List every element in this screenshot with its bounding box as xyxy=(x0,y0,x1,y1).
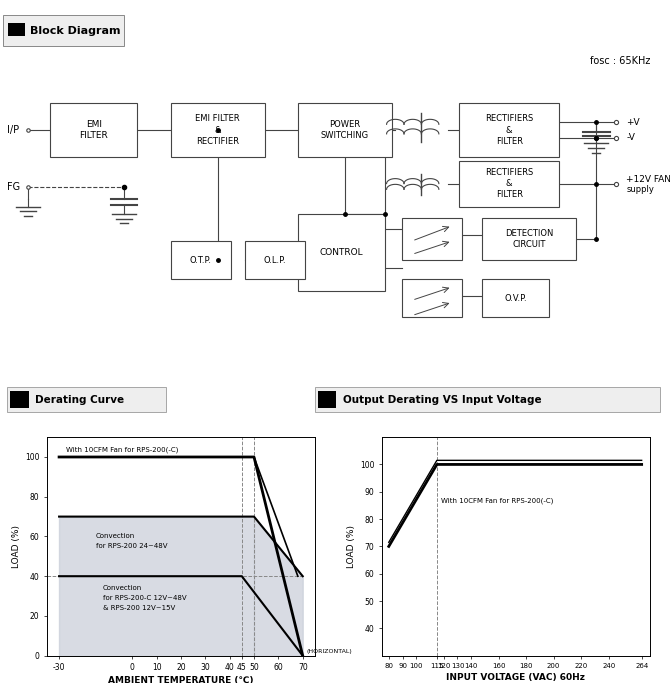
Bar xyxy=(298,214,385,291)
Text: DETECTION
CIRCUIT: DETECTION CIRCUIT xyxy=(505,229,553,249)
Text: +12V FAN: +12V FAN xyxy=(626,176,670,184)
Text: for RPS-200 24~48V: for RPS-200 24~48V xyxy=(96,544,167,549)
Bar xyxy=(3,15,124,46)
Bar xyxy=(482,279,549,318)
Text: EMI FILTER
&
RECTIFIER: EMI FILTER & RECTIFIER xyxy=(196,115,240,145)
Bar xyxy=(8,23,25,36)
Text: supply: supply xyxy=(626,185,655,194)
Bar xyxy=(171,241,231,279)
Y-axis label: LOAD (%): LOAD (%) xyxy=(11,525,21,568)
Text: FG: FG xyxy=(7,182,20,193)
Text: (HORIZONTAL): (HORIZONTAL) xyxy=(306,649,352,654)
Text: O.L.P.: O.L.P. xyxy=(263,255,286,264)
Text: RECTIFIERS
&
FILTER: RECTIFIERS & FILTER xyxy=(485,168,533,199)
Text: POWER
SWITCHING: POWER SWITCHING xyxy=(321,120,369,140)
Text: for RPS-200-C 12V~48V: for RPS-200-C 12V~48V xyxy=(103,595,186,601)
Text: & RPS-200 12V~15V: & RPS-200 12V~15V xyxy=(103,605,175,611)
Text: O.V.P.: O.V.P. xyxy=(505,294,527,303)
Text: RECTIFIERS
&
FILTER: RECTIFIERS & FILTER xyxy=(485,115,533,145)
Text: O.T.P.: O.T.P. xyxy=(190,255,212,264)
Text: CONTROL: CONTROL xyxy=(320,248,364,257)
Bar xyxy=(482,218,576,260)
Text: I/P: I/P xyxy=(7,125,19,135)
Bar xyxy=(11,391,29,408)
Y-axis label: LOAD (%): LOAD (%) xyxy=(346,525,356,568)
Bar xyxy=(50,103,137,157)
Text: Convection: Convection xyxy=(96,533,135,540)
Bar xyxy=(245,241,305,279)
Text: +V: +V xyxy=(626,118,640,127)
X-axis label: INPUT VOLTAGE (VAC) 60Hz: INPUT VOLTAGE (VAC) 60Hz xyxy=(446,673,586,682)
Bar xyxy=(171,103,265,157)
Text: Convection: Convection xyxy=(103,585,142,591)
Text: Derating Curve: Derating Curve xyxy=(35,395,124,404)
Bar xyxy=(318,391,336,408)
Text: EMI
FILTER: EMI FILTER xyxy=(80,120,108,140)
Bar xyxy=(7,387,166,412)
Text: Output Derating VS Input Voltage: Output Derating VS Input Voltage xyxy=(343,395,541,404)
Bar xyxy=(459,103,559,157)
Text: -V: -V xyxy=(626,133,635,142)
Text: With 10CFM Fan for RPS-200(-C): With 10CFM Fan for RPS-200(-C) xyxy=(66,446,179,453)
Bar xyxy=(459,161,559,206)
Text: fosc : 65KHz: fosc : 65KHz xyxy=(590,56,650,66)
Bar xyxy=(298,103,392,157)
Bar xyxy=(402,279,462,318)
Text: With 10CFM Fan for RPS-200(-C): With 10CFM Fan for RPS-200(-C) xyxy=(441,498,553,504)
Text: Block Diagram: Block Diagram xyxy=(30,25,121,36)
Bar xyxy=(402,218,462,260)
X-axis label: AMBIENT TEMPERATURE (℃): AMBIENT TEMPERATURE (℃) xyxy=(108,676,254,683)
